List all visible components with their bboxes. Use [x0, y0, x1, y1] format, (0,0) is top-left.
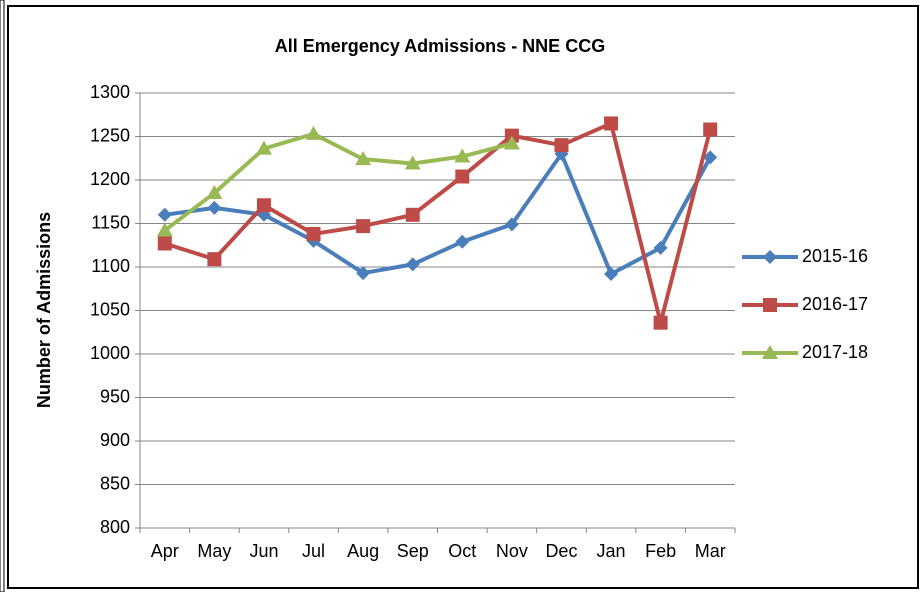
marker: [356, 266, 371, 281]
marker: [455, 234, 470, 249]
marker: [206, 185, 223, 200]
x-tick-label: Apr: [151, 541, 179, 561]
x-tick-label: Jul: [302, 541, 325, 561]
x-tick-label: Jun: [249, 541, 278, 561]
marker: [604, 116, 619, 131]
y-tick-label: 1100: [91, 256, 130, 276]
marker: [255, 140, 272, 155]
marker: [157, 236, 172, 251]
x-tick-label: Nov: [496, 541, 528, 561]
chart-title: All Emergency Admissions - NNE CCG: [275, 36, 605, 56]
legend-marker: [762, 345, 778, 359]
marker: [653, 315, 668, 330]
marker: [703, 122, 718, 137]
marker: [653, 240, 668, 255]
x-tick-label: Oct: [448, 541, 476, 561]
marker: [306, 226, 321, 241]
marker: [207, 252, 222, 267]
marker: [355, 151, 372, 166]
legend-label: 2015-16: [802, 246, 868, 266]
y-tick-label: 1050: [90, 299, 130, 319]
marker: [703, 150, 718, 165]
marker: [305, 125, 322, 140]
marker: [405, 207, 420, 222]
y-tick-label: 900: [100, 430, 130, 450]
legend-label: 2016-17: [802, 294, 868, 314]
marker: [554, 138, 569, 153]
x-tick-label: Sep: [397, 541, 429, 561]
x-tick-label: Feb: [645, 541, 676, 561]
marker: [157, 207, 172, 222]
marker: [454, 148, 471, 163]
marker: [156, 222, 173, 237]
outer-frame: [0, 0, 5, 592]
marker: [503, 135, 520, 150]
marker: [256, 198, 271, 213]
chart-frame: [7, 5, 919, 589]
x-tick-label: Aug: [347, 541, 379, 561]
marker: [404, 155, 421, 170]
marker: [455, 169, 470, 184]
y-tick-label: 1300: [90, 82, 130, 102]
legend-marker: [763, 250, 777, 264]
legend-label: 2017-18: [802, 342, 868, 362]
y-tick-label: 1150: [91, 212, 130, 232]
x-tick-label: May: [197, 541, 231, 561]
marker: [356, 219, 371, 234]
y-tick-label: 1250: [90, 125, 130, 145]
y-tick-label: 950: [100, 386, 130, 406]
y-tick-label: 850: [100, 473, 130, 493]
y-tick-label: 1200: [90, 169, 130, 189]
legend-marker: [763, 298, 777, 312]
x-tick-label: Mar: [695, 541, 726, 561]
marker: [504, 217, 519, 232]
y-axis-title: Number of Admissions: [34, 212, 54, 408]
series-line: [163, 131, 513, 233]
marker: [604, 266, 619, 281]
series-line: [164, 121, 713, 325]
x-tick-label: Dec: [545, 541, 577, 561]
y-tick-label: 1000: [90, 343, 130, 363]
marker: [207, 200, 222, 215]
x-tick-label: Jan: [597, 541, 626, 561]
y-tick-label: 800: [100, 517, 130, 537]
marker: [405, 257, 420, 272]
